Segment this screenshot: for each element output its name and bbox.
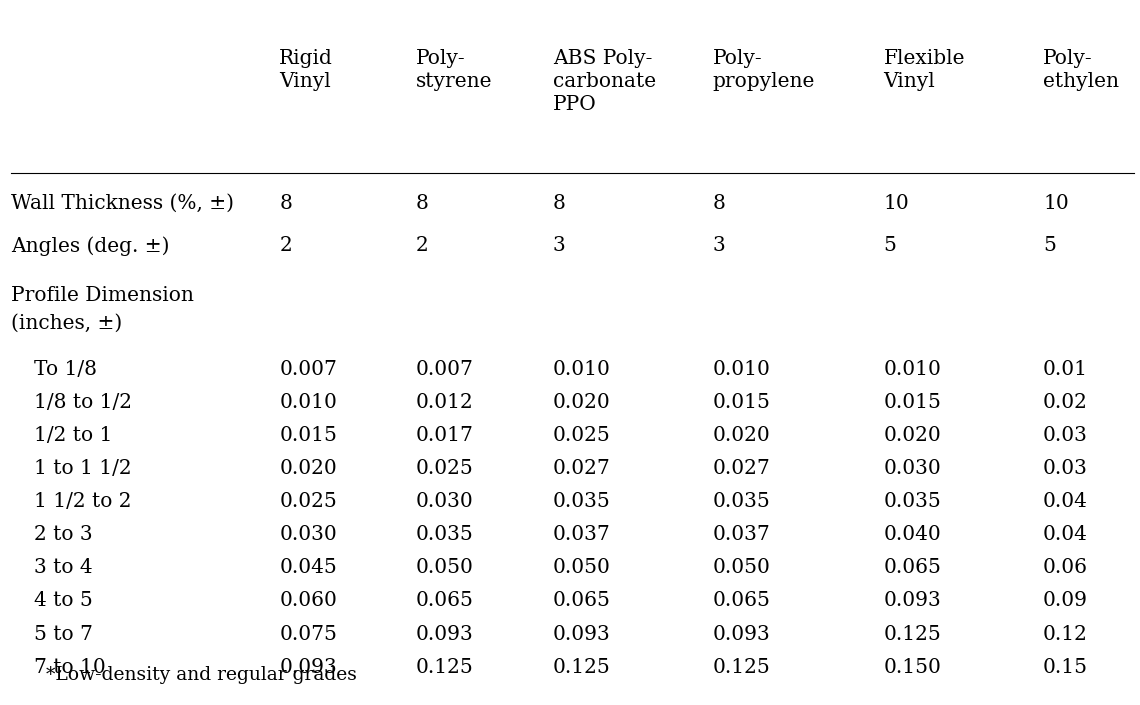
Text: Poly-
styrene: Poly- styrene bbox=[416, 49, 492, 91]
Text: 0.093: 0.093 bbox=[416, 625, 474, 644]
Text: 7 to 10: 7 to 10 bbox=[34, 658, 106, 677]
Text: (inches, ±): (inches, ±) bbox=[11, 314, 123, 333]
Text: 5: 5 bbox=[884, 236, 896, 255]
Text: 0.065: 0.065 bbox=[416, 591, 474, 611]
Text: 0.025: 0.025 bbox=[416, 459, 474, 478]
Text: 0.027: 0.027 bbox=[553, 459, 611, 478]
Text: 0.12: 0.12 bbox=[1043, 625, 1088, 644]
Text: To 1/8: To 1/8 bbox=[34, 360, 97, 379]
Text: 3: 3 bbox=[553, 236, 565, 255]
Text: 10: 10 bbox=[884, 194, 910, 213]
Text: 0.125: 0.125 bbox=[884, 625, 942, 644]
Text: 0.012: 0.012 bbox=[416, 393, 474, 412]
Text: 0.125: 0.125 bbox=[553, 658, 611, 677]
Text: 0.030: 0.030 bbox=[279, 525, 337, 544]
Text: 0.037: 0.037 bbox=[712, 525, 771, 544]
Text: 1 1/2 to 2: 1 1/2 to 2 bbox=[34, 492, 132, 511]
Text: 3: 3 bbox=[712, 236, 725, 255]
Text: 5: 5 bbox=[1043, 236, 1056, 255]
Text: 0.020: 0.020 bbox=[712, 426, 771, 445]
Text: ABS Poly-
carbonate
PPO: ABS Poly- carbonate PPO bbox=[553, 49, 656, 114]
Text: 0.065: 0.065 bbox=[884, 558, 942, 577]
Text: 0.030: 0.030 bbox=[416, 492, 474, 511]
Text: 2: 2 bbox=[279, 236, 292, 255]
Text: Rigid
Vinyl: Rigid Vinyl bbox=[279, 49, 333, 91]
Text: 0.050: 0.050 bbox=[416, 558, 474, 577]
Text: Poly-
propylene: Poly- propylene bbox=[712, 49, 815, 91]
Text: 0.007: 0.007 bbox=[416, 360, 474, 379]
Text: 0.010: 0.010 bbox=[279, 393, 337, 412]
Text: 0.06: 0.06 bbox=[1043, 558, 1088, 577]
Text: 0.065: 0.065 bbox=[553, 591, 611, 611]
Text: 0.03: 0.03 bbox=[1043, 426, 1088, 445]
Text: 0.050: 0.050 bbox=[712, 558, 771, 577]
Text: 0.027: 0.027 bbox=[712, 459, 771, 478]
Text: 0.04: 0.04 bbox=[1043, 492, 1088, 511]
Text: 0.02: 0.02 bbox=[1043, 393, 1088, 412]
Text: 0.03: 0.03 bbox=[1043, 459, 1088, 478]
Text: 0.093: 0.093 bbox=[712, 625, 771, 644]
Text: 0.025: 0.025 bbox=[279, 492, 337, 511]
Text: 0.01: 0.01 bbox=[1043, 360, 1088, 379]
Text: 0.040: 0.040 bbox=[884, 525, 942, 544]
Text: *Low-density and regular grades: *Low-density and regular grades bbox=[46, 666, 357, 685]
Text: 0.015: 0.015 bbox=[279, 426, 337, 445]
Text: 0.010: 0.010 bbox=[884, 360, 942, 379]
Text: Poly-
ethylen: Poly- ethylen bbox=[1043, 49, 1119, 91]
Text: 2: 2 bbox=[416, 236, 429, 255]
Text: 0.007: 0.007 bbox=[279, 360, 337, 379]
Text: 0.150: 0.150 bbox=[884, 658, 942, 677]
Text: 1/8 to 1/2: 1/8 to 1/2 bbox=[34, 393, 132, 412]
Text: 3 to 4: 3 to 4 bbox=[34, 558, 92, 577]
Text: 5 to 7: 5 to 7 bbox=[34, 625, 93, 644]
Text: 8: 8 bbox=[553, 194, 565, 213]
Text: 0.125: 0.125 bbox=[712, 658, 771, 677]
Text: 0.035: 0.035 bbox=[712, 492, 771, 511]
Text: 4 to 5: 4 to 5 bbox=[34, 591, 93, 611]
Text: 2 to 3: 2 to 3 bbox=[34, 525, 92, 544]
Text: 0.125: 0.125 bbox=[416, 658, 474, 677]
Text: 0.050: 0.050 bbox=[553, 558, 611, 577]
Text: 8: 8 bbox=[279, 194, 292, 213]
Text: 0.010: 0.010 bbox=[553, 360, 611, 379]
Text: Profile Dimension: Profile Dimension bbox=[11, 286, 194, 305]
Text: 10: 10 bbox=[1043, 194, 1069, 213]
Text: 0.035: 0.035 bbox=[884, 492, 942, 511]
Text: 0.15: 0.15 bbox=[1043, 658, 1088, 677]
Text: 0.015: 0.015 bbox=[884, 393, 942, 412]
Text: Angles (deg. ±): Angles (deg. ±) bbox=[11, 236, 170, 256]
Text: 0.017: 0.017 bbox=[416, 426, 474, 445]
Text: Wall Thickness (%, ±): Wall Thickness (%, ±) bbox=[11, 194, 235, 213]
Text: 1 to 1 1/2: 1 to 1 1/2 bbox=[34, 459, 132, 478]
Text: 0.060: 0.060 bbox=[279, 591, 337, 611]
Text: 0.020: 0.020 bbox=[553, 393, 611, 412]
Text: 0.04: 0.04 bbox=[1043, 525, 1088, 544]
Text: 0.030: 0.030 bbox=[884, 459, 942, 478]
Text: 0.093: 0.093 bbox=[279, 658, 337, 677]
Text: 0.020: 0.020 bbox=[279, 459, 337, 478]
Text: 1/2 to 1: 1/2 to 1 bbox=[34, 426, 113, 445]
Text: 0.045: 0.045 bbox=[279, 558, 337, 577]
Text: 8: 8 bbox=[416, 194, 429, 213]
Text: 0.010: 0.010 bbox=[712, 360, 771, 379]
Text: 8: 8 bbox=[712, 194, 725, 213]
Text: 0.093: 0.093 bbox=[884, 591, 942, 611]
Text: 0.035: 0.035 bbox=[553, 492, 611, 511]
Text: 0.09: 0.09 bbox=[1043, 591, 1088, 611]
Text: 0.025: 0.025 bbox=[553, 426, 611, 445]
Text: 0.075: 0.075 bbox=[279, 625, 337, 644]
Text: Flexible
Vinyl: Flexible Vinyl bbox=[884, 49, 964, 91]
Text: 0.015: 0.015 bbox=[712, 393, 771, 412]
Text: 0.035: 0.035 bbox=[416, 525, 474, 544]
Text: 0.037: 0.037 bbox=[553, 525, 611, 544]
Text: 0.065: 0.065 bbox=[712, 591, 771, 611]
Text: 0.020: 0.020 bbox=[884, 426, 942, 445]
Text: 0.093: 0.093 bbox=[553, 625, 611, 644]
